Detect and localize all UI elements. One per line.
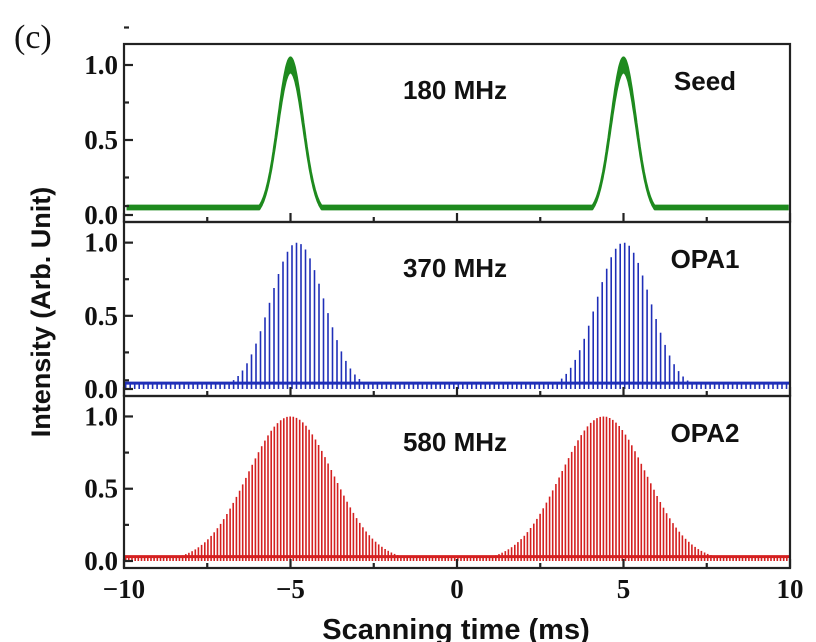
- y-tick-label: 0.0: [84, 546, 118, 576]
- x-tick-label: 10: [777, 574, 804, 604]
- y-tick-label: 0.5: [84, 301, 118, 331]
- series-name-label: OPA2: [671, 418, 740, 448]
- y-axis-label: Intensity (Arb. Unit): [26, 187, 56, 438]
- x-tick-label: 0: [450, 574, 464, 604]
- y-tick-label: 1.0: [84, 228, 118, 258]
- x-tick-label: −5: [276, 574, 305, 604]
- y-tick-label: 0.0: [84, 200, 118, 230]
- x-axis-label: Scanning time (ms): [322, 614, 590, 642]
- y-tick-label: 1.0: [84, 50, 118, 80]
- rate-annotation: 180 MHz: [403, 75, 507, 105]
- rate-annotation: 370 MHz: [403, 253, 507, 283]
- x-tick-label: −10: [103, 574, 145, 604]
- panels: 0.0 0.5 1.0 180 MHz Seed 0.0 0.5 1.0 370 MHz OPA1…: [84, 26, 792, 576]
- y-tick-label: 1.0: [84, 401, 118, 431]
- panel-label: (c): [14, 19, 52, 56]
- y-tick-label: 0.5: [84, 125, 118, 155]
- x-tick-label: 5: [617, 574, 631, 604]
- panel-opa2: 0.0 0.5 1.0 580 MHz OPA2: [84, 379, 792, 576]
- series-opa1: [124, 242, 790, 389]
- series-name-label: OPA1: [671, 244, 740, 274]
- panel-opa1: 0.0 0.5 1.0 370 MHz OPA1: [84, 204, 792, 404]
- series-opa2: [124, 416, 790, 561]
- panel-seed: 0.0 0.5 1.0 180 MHz Seed: [84, 26, 792, 230]
- y-tick-label: 0.5: [84, 474, 118, 504]
- series-seed: [126, 56, 789, 211]
- rate-annotation: 580 MHz: [403, 427, 507, 457]
- x-axis: −10 −5 0 5 10: [103, 574, 804, 604]
- y-tick-label: 0.0: [84, 374, 118, 404]
- series-name-label: Seed: [674, 66, 736, 96]
